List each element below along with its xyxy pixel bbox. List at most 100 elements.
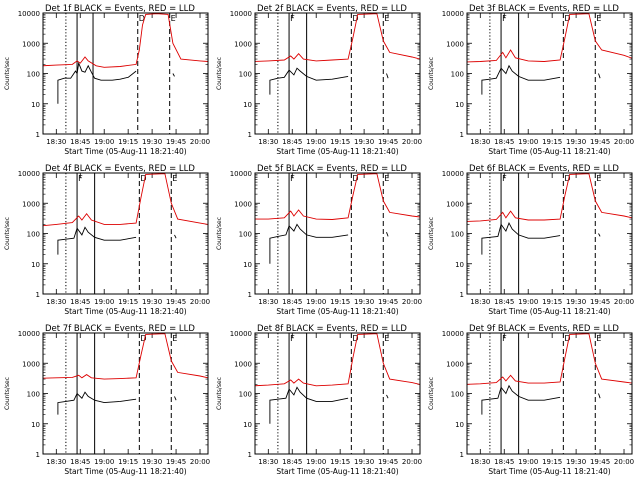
time-marker-label: F xyxy=(502,14,507,23)
x-tick-label: 19:45 xyxy=(378,458,398,466)
series-segment xyxy=(598,233,601,237)
time-marker-label: D xyxy=(564,174,570,183)
x-tick-label: 19:15 xyxy=(330,458,350,466)
y-axis-label: Counts/sec xyxy=(428,57,435,90)
series-lld xyxy=(255,13,420,62)
y-tick-label: 10 xyxy=(243,261,252,269)
chart-title: Det 6f BLACK = Events, RED = LLD xyxy=(469,164,619,174)
time-marker-label: D xyxy=(140,174,146,183)
series-segment xyxy=(172,73,175,77)
chart-panel-1: Det 1f BLACK = Events, RED = LLD Counts/s… xyxy=(4,4,210,156)
x-tick-label: 18:30 xyxy=(258,138,278,146)
time-marker-label: D xyxy=(139,14,145,23)
x-tick-label: 20:00 xyxy=(614,138,634,146)
chart-title: Det 5f BLACK = Events, RED = LLD xyxy=(257,164,407,174)
chart-panel-9: Det 9f BLACK = Events, RED = LLD Counts/s… xyxy=(428,324,634,476)
chart-panel-2: Det 2f BLACK = Events, RED = LLD Counts/s… xyxy=(216,4,422,156)
series-line xyxy=(57,226,137,255)
x-tick-label: 19:45 xyxy=(378,138,398,146)
y-tick-label: 1 xyxy=(248,131,252,139)
y-tick-label: 10 xyxy=(31,101,40,109)
time-marker-label: E xyxy=(596,174,601,183)
series-line xyxy=(57,61,137,104)
x-tick-label: 19:30 xyxy=(354,138,374,146)
plot-frame xyxy=(254,12,421,135)
x-tick-label: 19:30 xyxy=(142,298,162,306)
x-tick-label: 18:45 xyxy=(70,458,90,466)
x-tick-label: 20:00 xyxy=(402,458,422,466)
series-lld xyxy=(467,333,632,385)
y-tick-label: 100 xyxy=(451,231,464,239)
x-tick-label: 20:00 xyxy=(614,458,634,466)
chart-panel-5: Det 5f BLACK = Events, RED = LLD Counts/s… xyxy=(216,164,422,316)
series-segment xyxy=(174,396,177,401)
time-marker-label: F xyxy=(290,334,295,343)
x-tick-label: 19:00 xyxy=(306,458,326,466)
y-tick-label: 100 xyxy=(451,71,464,79)
x-tick-label: 18:45 xyxy=(70,298,90,306)
chart-title: Det 8f BLACK = Events, RED = LLD xyxy=(257,324,407,334)
x-tick-label: 19:30 xyxy=(142,458,162,466)
time-marker-label: E xyxy=(384,174,389,183)
y-axis-label: Counts/sec xyxy=(4,57,11,90)
time-marker-label: E xyxy=(384,334,389,343)
series-lld xyxy=(43,173,208,227)
x-tick-label: 18:45 xyxy=(282,298,302,306)
time-marker-label: F xyxy=(290,14,295,23)
chart-title: Det 2f BLACK = Events, RED = LLD xyxy=(257,4,407,14)
y-tick-label: 1000 xyxy=(22,40,40,48)
y-axis-label: Counts/sec xyxy=(4,217,11,250)
y-axis-label: Counts/sec xyxy=(4,377,11,410)
series-segment xyxy=(174,234,177,239)
chart-title: Det 9f BLACK = Events, RED = LLD xyxy=(469,324,619,334)
series-events xyxy=(269,223,389,264)
series-line xyxy=(467,173,632,222)
y-axis-label: Counts/sec xyxy=(216,57,223,90)
series-lld xyxy=(43,13,208,68)
x-tick-label: 19:30 xyxy=(354,298,374,306)
x-tick-label: 19:15 xyxy=(118,298,138,306)
x-tick-label: 18:45 xyxy=(70,138,90,146)
plot-frame xyxy=(466,12,633,135)
y-tick-label: 10 xyxy=(243,101,252,109)
x-tick-label: 20:00 xyxy=(190,138,210,146)
time-marker-label: F xyxy=(502,334,507,343)
y-tick-label: 10000 xyxy=(230,10,252,18)
series-line xyxy=(43,173,208,227)
time-marker-label: D xyxy=(140,334,146,343)
y-tick-label: 1 xyxy=(460,451,464,459)
chart-title: Det 4f BLACK = Events, RED = LLD xyxy=(45,164,195,174)
x-tick-label: 19:30 xyxy=(354,458,374,466)
x-tick-label: 19:15 xyxy=(542,138,562,146)
x-tick-label: 18:30 xyxy=(46,138,66,146)
plot-frame xyxy=(466,172,633,295)
series-events xyxy=(57,391,177,415)
series-line xyxy=(43,13,208,68)
x-axis-label: Start Time (05-Aug-11 18:21:40) xyxy=(276,307,398,316)
series-line xyxy=(43,333,208,380)
series-line xyxy=(57,391,137,415)
series-lld xyxy=(467,173,632,222)
series-segment xyxy=(386,232,389,237)
series-line xyxy=(481,64,561,95)
series-line xyxy=(481,384,561,415)
y-tick-label: 10 xyxy=(31,261,40,269)
x-tick-label: 20:00 xyxy=(614,298,634,306)
series-lld xyxy=(467,13,632,63)
y-tick-label: 1 xyxy=(460,131,464,139)
plot-frame xyxy=(42,172,209,295)
y-tick-label: 10 xyxy=(455,261,464,269)
x-tick-label: 18:30 xyxy=(470,138,490,146)
series-lld xyxy=(255,173,420,220)
x-axis-label: Start Time (05-Aug-11 18:21:40) xyxy=(488,307,610,316)
x-tick-label: 20:00 xyxy=(402,138,422,146)
series-events xyxy=(481,64,601,95)
time-marker-label: E xyxy=(596,334,601,343)
series-line xyxy=(269,67,349,95)
series-line xyxy=(269,386,349,424)
x-tick-label: 18:45 xyxy=(282,458,302,466)
y-tick-label: 100 xyxy=(27,391,40,399)
x-tick-label: 18:45 xyxy=(494,298,514,306)
time-marker-label: D xyxy=(352,14,358,23)
